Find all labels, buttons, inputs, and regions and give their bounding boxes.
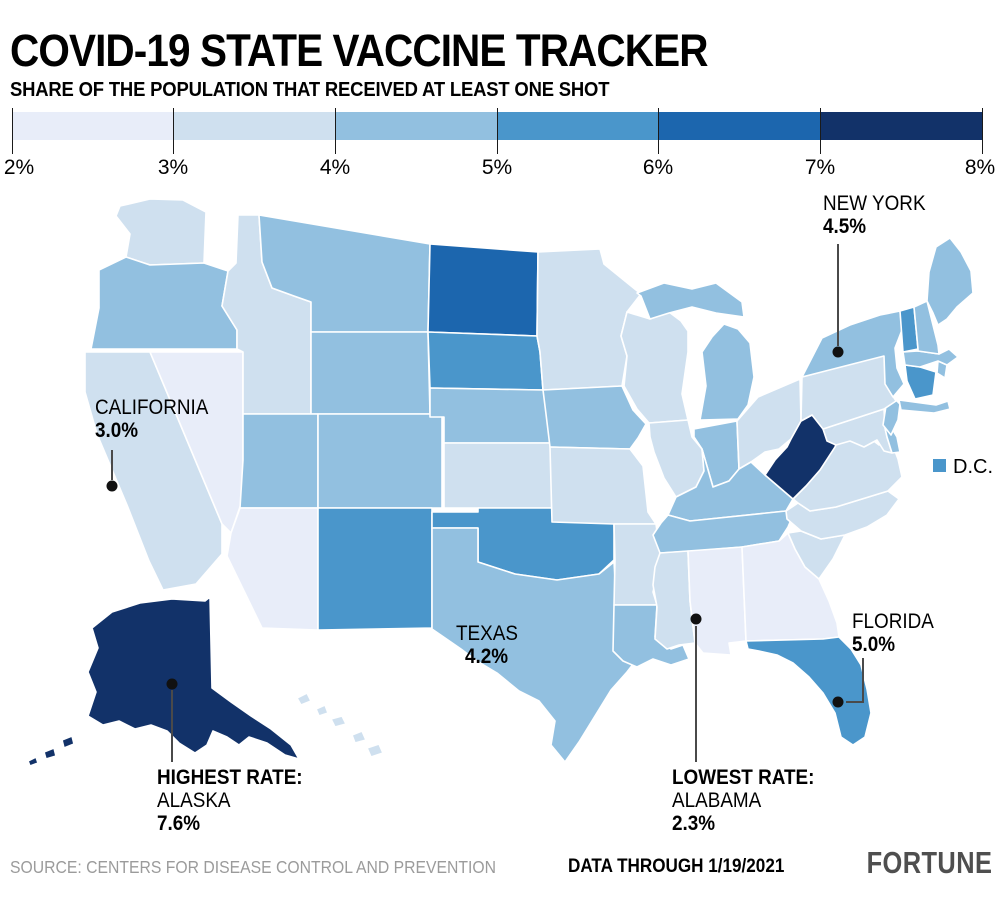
legend-tick xyxy=(12,108,13,154)
annotation-dot-new_york xyxy=(832,346,844,358)
state-sd xyxy=(427,331,544,391)
state-mo xyxy=(549,446,657,525)
data-through-note: DATA THROUGH 1/19/2021 xyxy=(568,856,785,877)
legend-tick xyxy=(497,108,498,154)
state-or xyxy=(90,256,238,350)
annotation-label-florida: FLORIDA 5.0% xyxy=(852,610,934,656)
legend-tick-label: 5% xyxy=(481,156,513,179)
state-ne xyxy=(429,387,557,444)
state-mi xyxy=(636,282,745,320)
legend-segment-2 xyxy=(173,112,336,140)
state-ut xyxy=(239,413,319,509)
dc-label: D.C. xyxy=(953,456,993,478)
state-tx xyxy=(431,527,642,763)
legend-tick-label: 2% xyxy=(3,156,35,179)
state-ak xyxy=(61,735,75,749)
legend-tick xyxy=(658,108,659,154)
state-ak xyxy=(27,756,39,767)
state-me xyxy=(926,237,974,326)
state-wy xyxy=(310,331,431,415)
annotation-dot-california xyxy=(106,480,118,492)
annotation-lines-layer xyxy=(106,244,864,762)
state-ak xyxy=(87,596,300,760)
legend-tick-label: 4% xyxy=(319,156,351,179)
legend-tick xyxy=(173,108,174,154)
legend-tick-label: 7% xyxy=(804,156,836,179)
state-hi xyxy=(296,692,312,706)
legend-segment-1 xyxy=(12,112,174,140)
state-az xyxy=(226,507,319,631)
source-credit: SOURCE: CENTERS FOR DISEASE CONTROL AND … xyxy=(10,857,496,877)
state-hi xyxy=(315,704,329,717)
dc-color-swatch xyxy=(933,459,946,472)
annotation-line-florida xyxy=(846,658,864,703)
state-hi xyxy=(366,743,384,758)
state-ny xyxy=(801,310,905,398)
legend-tick-label: 3% xyxy=(157,156,189,179)
legend-segment-5 xyxy=(658,112,821,140)
states-layer xyxy=(27,198,974,767)
fortune-logo: FORTUNE xyxy=(866,845,992,880)
state-ny xyxy=(898,399,951,414)
annotation-dot-highest xyxy=(166,678,178,690)
annotation-dot-florida xyxy=(832,696,844,708)
state-fl xyxy=(745,636,872,746)
state-mi xyxy=(699,323,755,421)
state-hi xyxy=(330,715,347,728)
legend-tick xyxy=(982,108,983,154)
state-wi xyxy=(620,311,689,424)
state-hi xyxy=(351,730,367,744)
annotation-label-new_york: NEW YORK 4.5% xyxy=(823,192,926,238)
state-ct xyxy=(904,364,937,400)
state-nd xyxy=(427,243,539,337)
annotation-label-highest: HIGHEST RATE: ALASKA 7.6% xyxy=(157,766,303,835)
state-co xyxy=(317,413,443,509)
state-nm xyxy=(317,507,433,631)
state-ks xyxy=(443,442,559,509)
legend-segment-3 xyxy=(335,112,498,140)
state-ia xyxy=(542,385,647,450)
legend-segment-4 xyxy=(497,112,659,140)
state-wa xyxy=(115,198,207,266)
legend-tick xyxy=(335,108,336,154)
color-scale-legend xyxy=(12,112,983,140)
annotation-label-lowest: LOWEST RATE: ALABAMA 2.3% xyxy=(672,766,815,835)
legend-tick-label: 8% xyxy=(964,156,996,179)
legend-tick-label: 6% xyxy=(642,156,674,179)
state-ak xyxy=(43,747,57,760)
annotation-dot-lowest xyxy=(690,613,702,625)
page-title: COVID-19 STATE VACCINE TRACKER xyxy=(10,25,708,76)
annotation-label-texas: TEXAS 4.2% xyxy=(456,622,518,668)
annotation-label-california: CALIFORNIA 3.0% xyxy=(95,396,209,442)
legend-tick xyxy=(820,108,821,154)
page-subtitle: SHARE OF THE POPULATION THAT RECEIVED AT… xyxy=(10,78,610,101)
legend-segment-6 xyxy=(820,112,983,140)
